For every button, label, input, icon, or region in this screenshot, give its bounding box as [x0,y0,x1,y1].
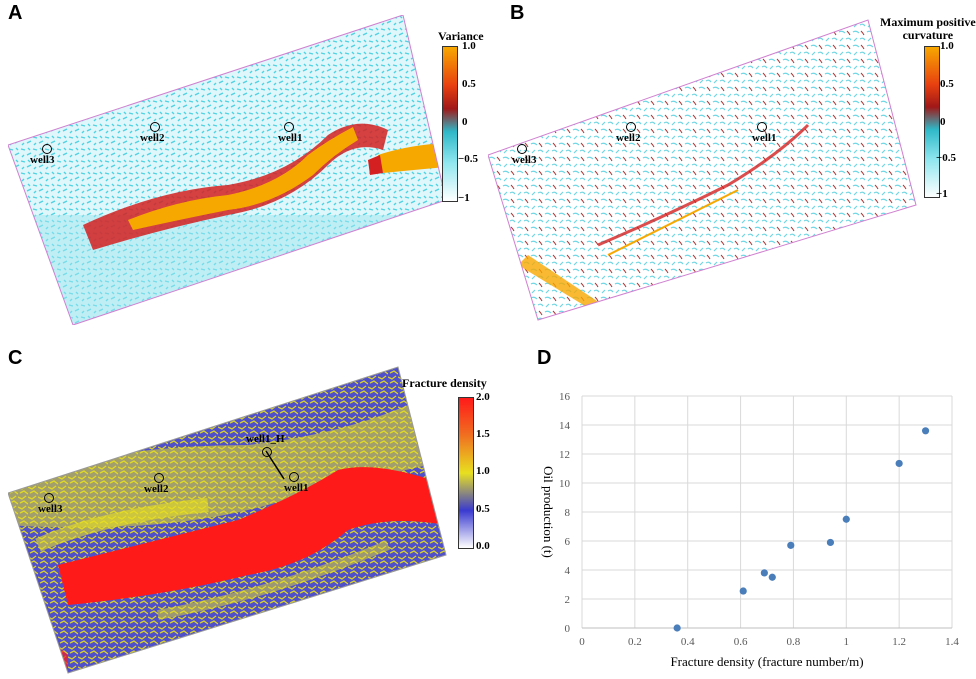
colorbar-title: Maximum positive curvature [880,16,976,42]
colorbar [442,46,458,202]
well-marker-icon [262,447,272,457]
well-label: well2 [144,483,169,495]
data-point [768,573,776,581]
well-label: well2 [140,132,165,144]
data-points [673,427,930,632]
data-point [760,569,768,577]
well-label: well1 [752,132,777,144]
well-label: well3 [38,503,63,515]
colorbar-title: Fracture density [402,376,487,390]
well-label: well1 [278,132,303,144]
well-marker-icon [150,122,160,132]
x-tick-label: 0.8 [787,636,801,648]
curvature-map [488,19,917,321]
colorbar-tick: 0.5 [476,503,490,515]
x-tick-label: 0 [579,636,585,648]
well-marker-icon [757,122,767,132]
colorbar-tick: 1.5 [476,428,490,440]
well-marker-icon [517,144,527,154]
panel-letter-b: B [510,2,525,24]
well-label: well3 [512,154,537,166]
colorbar [924,46,940,198]
data-point [673,624,681,632]
x-tick-label: 1 [844,636,850,648]
panel-letter-d: D [537,347,552,369]
well-label: well1 [284,482,309,494]
data-point [921,427,930,435]
well-marker-icon [44,493,54,503]
colorbar-title-line: Maximum positive [880,15,976,29]
grid [581,395,953,629]
colorbar-tick: 1.0 [940,40,954,52]
panel-letter-c: C [8,347,23,369]
x-axis-label: Fracture density (fracture number/m) [670,654,863,669]
well-marker-icon [284,122,294,132]
colorbar-title-line: curvature [902,28,954,42]
x-tick-label: 0.6 [734,636,748,648]
colorbar-tick: 0.5 [462,78,476,90]
well-marker-icon [289,472,299,482]
well-marker-icon [42,144,52,154]
data-point [895,459,903,468]
x-tick-label: 1.4 [945,636,959,648]
colorbar-tick: 1.0 [476,465,490,477]
colorbar-tick: 0 [940,116,946,128]
colorbar-title: Variance [438,29,484,43]
tick-labels: 0 2 4 6 8 10 12 14 16 0 0.2 0.4 0.6 0.8 1 1.2 1.4 [559,391,959,648]
x-tick-label: 0.4 [681,636,695,648]
y-tick-label: 6 [565,536,571,548]
well-marker-icon [154,473,164,483]
data-point [826,538,835,547]
y-tick-label: 8 [565,507,571,519]
y-tick-label: 10 [559,478,571,490]
fracture-density-map [8,366,447,674]
colorbar-tick: −1 [458,192,470,204]
panel-letter-a: A [8,2,23,24]
colorbar-tick: −0.5 [458,153,479,165]
well-marker-icon [626,122,636,132]
data-point [842,515,850,523]
well-label: well2 [616,132,641,144]
y-tick-label: 2 [565,594,571,606]
y-tick-label: 14 [559,420,571,432]
variance-map [8,15,447,325]
colorbar-tick: 1.0 [462,40,476,52]
well-label: well1_H [246,433,285,445]
x-tick-label: 1.2 [892,636,906,648]
y-tick-label: 0 [565,623,571,635]
colorbar [458,397,474,549]
colorbar-tick: −1 [936,188,948,200]
y-axis-label: Oil production (t) [541,466,556,558]
colorbar-tick: 0.5 [940,78,954,90]
data-point [787,541,795,549]
x-tick-label: 0.2 [628,636,642,648]
colorbar-tick: −0.5 [936,152,957,164]
oil-production-scatter-chart: 0 2 4 6 8 10 12 14 16 0 0.2 0.4 0.6 0.8 1 1.2 1.4 Fractu… [541,391,959,669]
y-tick-label: 16 [559,391,571,403]
colorbar-tick: 0 [462,116,468,128]
y-tick-label: 12 [559,449,570,461]
colorbar-tick: 0.0 [476,540,490,552]
y-tick-label: 4 [565,565,571,577]
colorbar-tick: 2.0 [476,391,490,403]
data-point [739,587,747,595]
well-label: well3 [30,154,55,166]
